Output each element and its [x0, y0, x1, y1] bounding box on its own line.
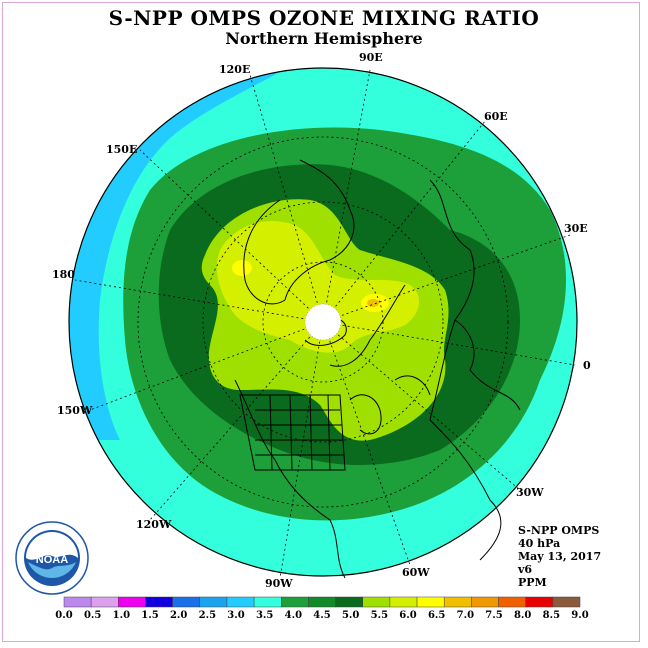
map-boundary — [68, 67, 578, 577]
colorbar-swatch — [335, 596, 363, 608]
colorbar-tick-label: 0.0 — [55, 610, 72, 621]
colorbar-swatch — [226, 596, 255, 608]
colorbar-tick-label: 1.5 — [141, 610, 158, 621]
contour-6-5 — [367, 299, 379, 307]
colorbar-swatch — [118, 596, 146, 608]
colorbar-tick-label: 2.5 — [199, 610, 216, 621]
graticule — [74, 69, 576, 579]
colorbar-tick-label: 4.0 — [285, 610, 302, 621]
colorbar-tick-label: 7.5 — [485, 610, 502, 621]
lon-label-90e: 90E — [359, 51, 383, 64]
logo-text: NOAA — [36, 554, 68, 566]
info-instrument: S-NPP OMPS — [518, 524, 600, 537]
colorbar-tick-label: 4.5 — [313, 610, 330, 621]
colorbar-tick-label: 6.5 — [428, 610, 445, 621]
colorbar-swatch — [525, 596, 554, 608]
colorbar-tick-label: 7.0 — [457, 610, 474, 621]
colorbar-swatch — [145, 596, 173, 608]
colorbar-swatch — [253, 596, 282, 608]
map-subtitle: Northern Hemisphere — [225, 29, 423, 48]
contour-5-5 — [216, 221, 420, 353]
colorbar-swatch — [389, 596, 418, 608]
colorbar-tick-label: 5.0 — [342, 610, 359, 621]
colorbar-tick-label: 3.5 — [256, 610, 273, 621]
lon-label-120w: 120W — [136, 518, 172, 531]
colorbar-tick-label: 8.5 — [543, 610, 560, 621]
lon-label-30e: 30E — [564, 222, 588, 235]
colorbar-tick-label: 2.0 — [170, 610, 187, 621]
polar-gap — [305, 304, 341, 340]
contour-6-0-a — [232, 260, 252, 276]
noaa-logo: NOAA — [15, 521, 89, 595]
lon-label-180: 180 — [52, 268, 75, 281]
map-title: S-NPP OMPS OZONE MIXING RATIO — [108, 6, 540, 30]
info-version: v6 — [518, 563, 533, 576]
colorbar-tick-label: 8.0 — [514, 610, 531, 621]
colorbar-swatch — [552, 596, 581, 608]
info-date: May 13, 2017 — [518, 550, 602, 563]
colorbar-swatch — [416, 596, 445, 608]
lon-label-150e: 150E — [106, 143, 138, 156]
colorbar-tick-label: 3.0 — [227, 610, 244, 621]
colorbar-swatch — [172, 596, 201, 608]
lon-label-0: 0 — [583, 359, 591, 372]
colorbar-swatch — [308, 596, 336, 608]
info-level: 40 hPa — [518, 537, 561, 550]
colorbar-tick-label: 0.5 — [84, 610, 101, 621]
lon-label-30w: 30W — [516, 486, 544, 499]
colorbar-swatch — [443, 596, 472, 608]
info-units: PPM — [518, 576, 547, 589]
colorbar-tick-label: 5.5 — [371, 610, 388, 621]
lon-label-60w: 60W — [402, 566, 430, 579]
colorbar-swatch — [498, 596, 526, 608]
info-block: S-NPP OMPS 40 hPa May 13, 2017 v6 PPM — [518, 524, 601, 589]
colorbar-swatch — [281, 596, 309, 608]
colorbar-tick-label: 1.0 — [113, 610, 130, 621]
image-frame — [2, 2, 640, 642]
lon-label-90w: 90W — [265, 577, 293, 590]
colorbar-swatch — [199, 596, 228, 608]
colorbar-swatch — [471, 596, 499, 608]
colorbar-swatch — [90, 596, 119, 608]
lon-label-120e: 120E — [219, 63, 251, 76]
colorbar-tick-label: 9.0 — [571, 610, 588, 621]
lon-label-60e: 60E — [484, 110, 508, 123]
colorbar-tick-label: 6.0 — [399, 610, 416, 621]
lon-label-150w: 150W — [57, 404, 93, 417]
colorbar-swatch — [63, 596, 92, 608]
colorbar-swatch — [362, 596, 391, 608]
